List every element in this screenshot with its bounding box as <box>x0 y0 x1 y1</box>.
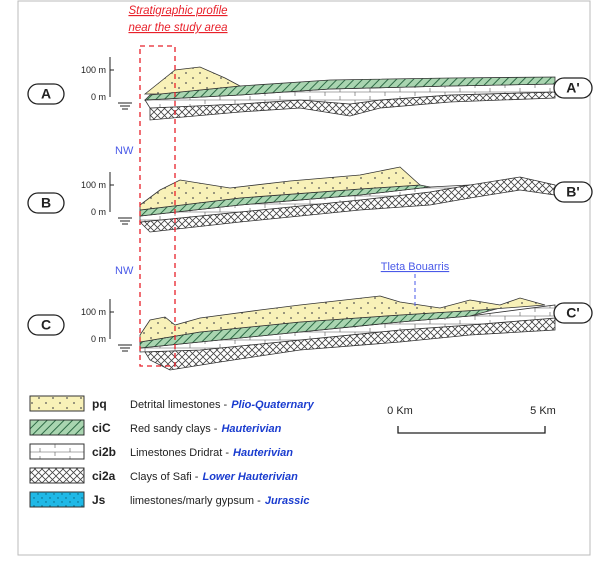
section-b <box>139 166 556 233</box>
legend-age: Jurassic <box>265 495 310 507</box>
legend-text: Detrital limestones - Plio-Quaternary <box>130 399 315 411</box>
legend-description: Limestones Dridrat - <box>130 447 229 459</box>
sea-level <box>118 344 132 352</box>
height-label: 100 m <box>81 180 106 190</box>
section-label: C <box>41 317 51 333</box>
height-bar <box>109 57 114 97</box>
section-a <box>143 66 556 121</box>
legend-description: Red sandy clays - <box>130 423 218 435</box>
section-label: C' <box>566 305 579 321</box>
section-label-oval <box>553 77 593 99</box>
orientation-label: NW <box>115 145 134 157</box>
section-label-oval <box>27 192 65 214</box>
legend-age: Lower Hauterivian <box>202 471 298 483</box>
legend-description: limestones/marly gypsum - <box>130 495 261 507</box>
profile-box <box>139 45 176 367</box>
layer-pq <box>143 66 242 95</box>
legend-text: Limestones Dridrat - Hauterivian <box>130 447 293 459</box>
legend-description: Clays of Safi - <box>130 471 199 483</box>
height-label: 100 m <box>81 307 106 317</box>
legend-text: Red sandy clays - Hauterivian <box>130 423 282 435</box>
legend-swatch <box>29 395 85 412</box>
section-label: B <box>41 195 51 211</box>
legend-age: Hauterivian <box>233 447 293 459</box>
height-bar <box>109 172 114 212</box>
legend-text: Clays of Safi - Lower Hauterivian <box>130 471 298 483</box>
legend-age: Hauterivian <box>221 423 281 435</box>
section-label: A <box>41 86 51 102</box>
profile-label: near the study area <box>128 22 227 34</box>
scale-label: 5 Km <box>530 405 556 417</box>
section-label: B' <box>566 184 579 200</box>
orientation-label: NW <box>115 265 134 277</box>
legend-code: ciC <box>92 421 111 435</box>
section-label-oval <box>27 314 65 336</box>
height-bar <box>109 299 114 339</box>
height-label: 0 m <box>91 334 106 344</box>
height-label: 0 m <box>91 207 106 217</box>
legend-code: pq <box>92 397 107 411</box>
legend-swatch <box>29 419 85 436</box>
height-label: 100 m <box>81 65 106 75</box>
section-label-oval <box>27 83 65 105</box>
sea-level <box>118 102 132 110</box>
legend-swatch <box>29 467 85 484</box>
frame <box>17 0 591 556</box>
height-label: 0 m <box>91 92 106 102</box>
sea-level <box>118 217 132 225</box>
scale-label: 0 Km <box>387 405 413 417</box>
layer-pq <box>139 295 546 343</box>
legend-code: ci2a <box>92 469 116 483</box>
legend-text: limestones/marly gypsum - Jurassic <box>130 495 309 507</box>
legend-code: ci2b <box>92 445 116 459</box>
legend-swatch <box>29 443 85 460</box>
section-c <box>139 295 556 371</box>
section-label-oval <box>553 181 593 203</box>
locality: Tleta Bouarris <box>381 261 450 273</box>
layer-pq <box>139 166 421 211</box>
scale-bar <box>397 426 546 434</box>
legend-age: Plio-Quaternary <box>231 399 314 411</box>
legend-swatch <box>29 491 85 508</box>
profile-label: Stratigraphic profile <box>128 5 227 17</box>
legend-description: Detrital limestones - <box>130 399 228 411</box>
legend-code: Js <box>92 493 106 507</box>
section-label-oval <box>553 302 593 324</box>
section-label: A' <box>566 80 579 96</box>
